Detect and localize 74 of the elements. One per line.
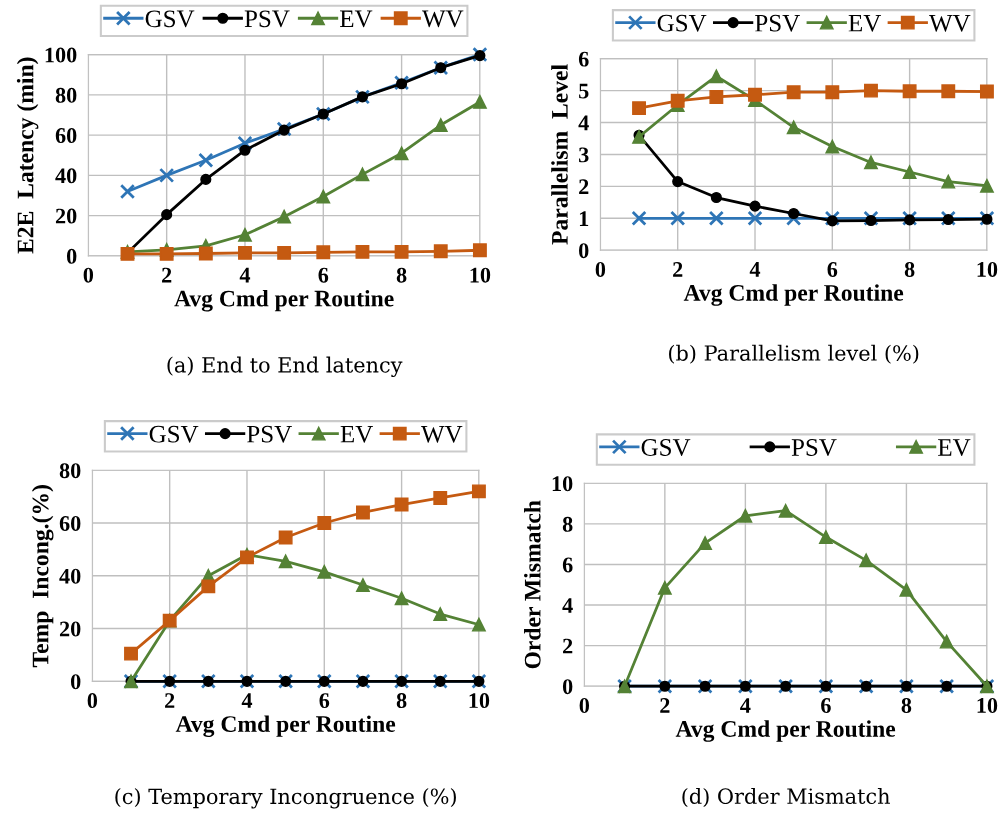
y-tick-label: 10 (552, 476, 573, 492)
x-tick-label: 2 (673, 262, 683, 277)
legend-label: PSV (791, 439, 837, 457)
legend-label: WV (422, 10, 464, 28)
x-tick-label: 2 (660, 698, 670, 713)
y-tick-label: 40 (59, 568, 81, 584)
x-tick-label: 10 (469, 693, 490, 709)
legend-label: EV (848, 14, 882, 32)
y-tick-label: 2 (563, 638, 573, 654)
text: (b) Parallelism level (%) (669, 344, 919, 364)
y-tick-label: 60 (59, 515, 81, 531)
y-tick-label: 3 (579, 147, 589, 163)
x-axis-title: Avg Cmd per Routine (675, 720, 896, 742)
y-tick-label: 1 (579, 211, 589, 226)
x-axis-title: Avg Cmd per Routine (683, 284, 904, 306)
text: (c) Temporary Incongruence (%) (115, 788, 456, 809)
y-tick-label: 60 (55, 128, 77, 144)
x-tick-label: 8 (396, 267, 407, 283)
x-tick-label: 8 (901, 697, 912, 713)
y-axis-title: Parallelism Level (551, 64, 568, 245)
x-tick-label: 4 (749, 262, 761, 277)
x-tick-label: 10 (470, 267, 491, 283)
x-tick-label: 2 (165, 693, 175, 708)
x-tick-label: 0 (87, 693, 98, 709)
x-tick-label: 4 (239, 267, 251, 283)
y-tick-label: 2 (579, 179, 589, 195)
legend-label: WV (421, 425, 463, 443)
y-axis-title: E2E Latency (min) (16, 57, 39, 254)
legend-label: EV (340, 10, 373, 28)
legend-label: WV (929, 14, 971, 32)
y-tick-label: 0 (66, 248, 77, 264)
legend-label: GSV (657, 14, 707, 32)
x-axis-title: Avg Cmd per Routine (175, 715, 396, 737)
y-tick-label: 8 (562, 516, 573, 532)
y-tick-label: 0 (562, 679, 573, 695)
x-tick-label: 2 (162, 267, 172, 283)
legend-label: EV (938, 439, 971, 457)
legend-label: PSV (247, 425, 292, 443)
x-tick-label: 0 (595, 261, 606, 277)
legend-label: PSV (244, 10, 290, 28)
x-axis-title: Avg Cmd per Routine (174, 289, 394, 312)
y-tick-label: 5 (579, 83, 589, 99)
x-tick-label: 6 (821, 698, 831, 713)
y-axis-title: Temp Incong.(%) (31, 485, 54, 668)
y-tick-label: 6 (562, 557, 573, 573)
y-tick-label: 20 (59, 621, 81, 637)
x-tick-label: 0 (83, 267, 94, 283)
legend-label: PSV (755, 14, 800, 32)
y-tick-label: 4 (562, 598, 573, 613)
x-tick-label: 10 (977, 697, 998, 713)
x-tick-label: 6 (319, 693, 330, 709)
y-tick-label: 40 (55, 168, 77, 184)
x-tick-label: 6 (827, 262, 838, 277)
text: (a) End to End latency (167, 356, 403, 378)
y-tick-label: 0 (579, 243, 589, 259)
legend-label: EV (340, 425, 373, 443)
legend-label: GSV (641, 439, 691, 457)
y-tick-label: 4 (578, 115, 589, 131)
y-tick-label: 80 (59, 463, 81, 479)
x-tick-label: 4 (740, 698, 751, 713)
text: (d) Order Mismatch (682, 787, 890, 807)
y-tick-label: 6 (578, 51, 589, 67)
legend-label: GSV (145, 10, 195, 28)
x-tick-label: 10 (977, 261, 998, 277)
y-tick-label: 0 (70, 674, 81, 690)
y-axis-title: Order Mismatch (524, 500, 541, 669)
y-tick-label: 20 (55, 208, 77, 224)
legend-label: GSV (149, 425, 199, 443)
x-tick-label: 8 (904, 261, 915, 277)
y-tick-label: 100 (45, 47, 77, 63)
y-tick-label: 80 (55, 87, 77, 103)
x-tick-label: 6 (318, 267, 329, 283)
x-tick-label: 8 (396, 693, 407, 709)
x-tick-label: 4 (241, 693, 253, 708)
